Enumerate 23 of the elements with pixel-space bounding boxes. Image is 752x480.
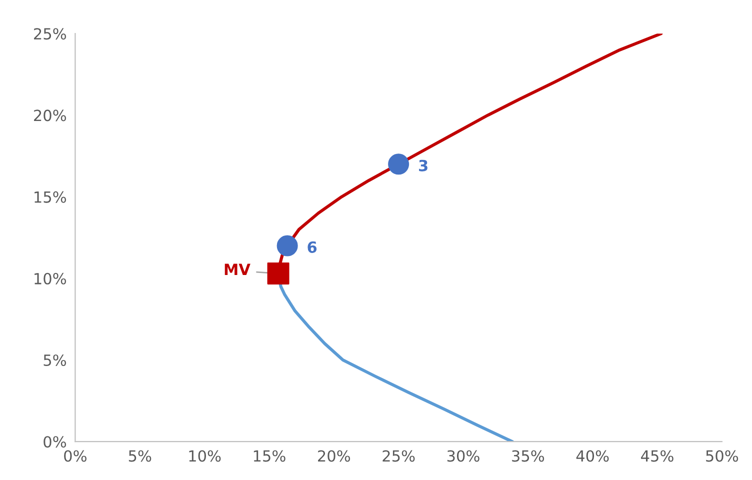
x-tick-label: 45% [641, 450, 674, 462]
y-tick-label: 15% [34, 191, 66, 203]
point [267, 262, 290, 284]
x-tick-label: 35% [512, 450, 544, 462]
x-tick-label: 30% [447, 450, 480, 462]
x-tick-label: 20% [318, 450, 350, 462]
x-tick-label: 50% [706, 450, 738, 462]
x-tick-label: 15% [254, 450, 286, 462]
annotation: 3 [419, 160, 428, 172]
x-tick-label: 5% [128, 450, 152, 462]
y-tick-label: 25% [34, 28, 66, 40]
annotation: MV [224, 264, 250, 275]
x-tick-label: 10% [189, 450, 221, 462]
x-tick-label: 40% [576, 450, 609, 462]
point [276, 235, 298, 256]
y-tick-label: 10% [34, 272, 66, 284]
y-tick-label: 5% [44, 354, 66, 366]
annotation: 6 [308, 241, 317, 253]
y-tick-label: 20% [34, 110, 66, 122]
point [388, 154, 410, 175]
x-tick-label: 25% [382, 450, 415, 462]
x-tick-label: 0% [64, 450, 86, 462]
y-tick-label: 0% [44, 436, 66, 448]
